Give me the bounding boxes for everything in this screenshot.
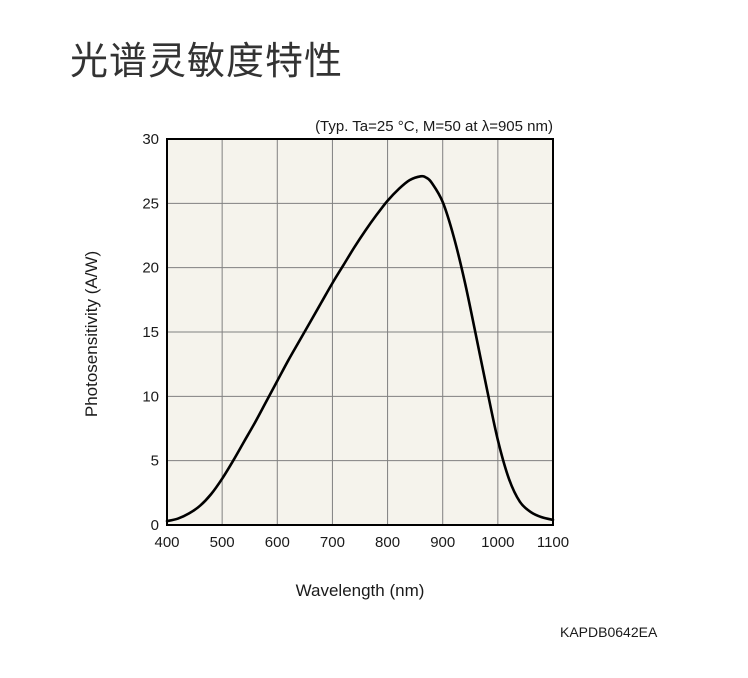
plot-frame: [166, 138, 554, 526]
x-tick-label: 900: [430, 534, 455, 551]
x-tick-label: 800: [375, 534, 400, 551]
y-tick-label: 5: [151, 453, 159, 470]
x-tick-label: 1100: [537, 534, 569, 551]
x-tick-label: 500: [210, 534, 235, 551]
y-tick-label: 0: [151, 517, 159, 534]
figure-code: KAPDB0642EA: [560, 624, 658, 640]
y-tick-label: 15: [142, 324, 159, 341]
x-tick-label: 1000: [481, 534, 514, 551]
y-tick-label: 25: [142, 195, 159, 212]
page-title: 光谱灵敏度特性: [70, 39, 344, 83]
x-tick-label: 400: [154, 534, 179, 551]
y-tick-label: 20: [142, 260, 159, 277]
y-axis-label: Photosensitivity (A/W): [82, 251, 101, 417]
tick-labels: 400 500 600 700 800 900 1000 1100 0 5 10 15 20 25 30: [142, 131, 569, 551]
x-axis-label: Wavelength (nm): [296, 581, 425, 600]
chart-annotation: (Typ. Ta=25 °C, M=50 at λ=905 nm): [315, 118, 553, 135]
y-tick-label: 10: [142, 388, 159, 405]
y-tick-label: 30: [142, 131, 159, 148]
series-line: [165, 174, 555, 523]
x-tick-label: 600: [265, 534, 290, 551]
x-tick-label: 700: [320, 534, 345, 551]
